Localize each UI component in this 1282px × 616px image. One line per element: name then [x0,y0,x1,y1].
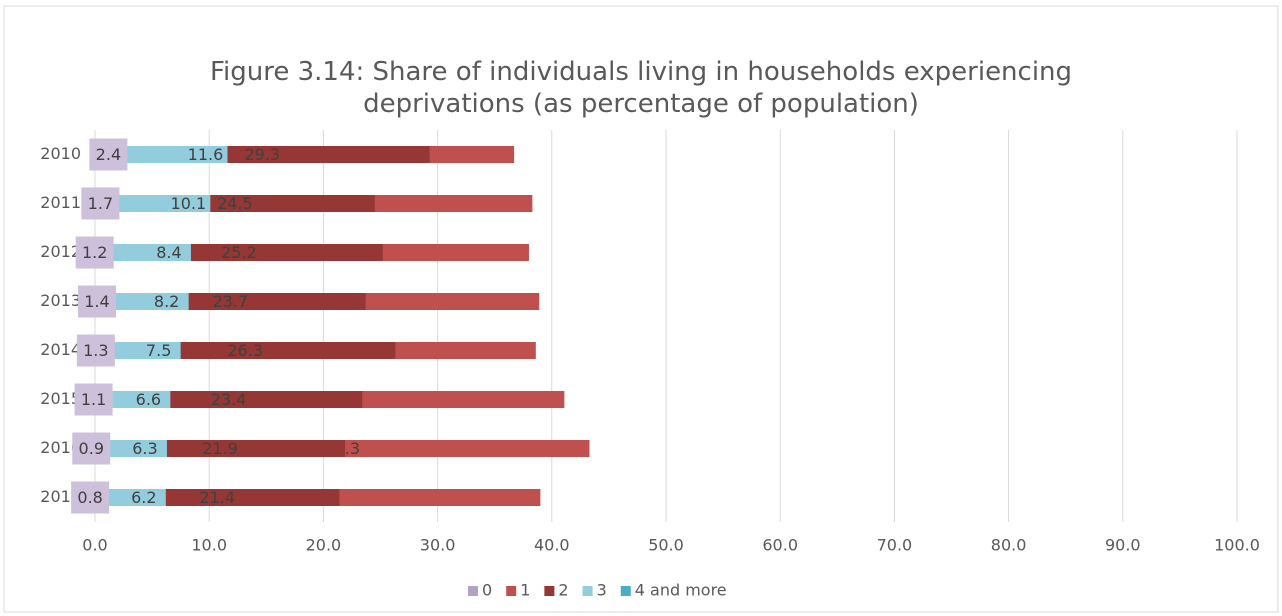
value-label: 6.2 [131,488,156,507]
y-tick-label: 2012 [40,242,81,261]
bar-segment [95,440,167,457]
legend-label: 1 [520,581,530,600]
y-tick-label: 2010 [40,144,81,163]
x-tick-label: 90.0 [1105,536,1141,555]
bar-segment [95,391,171,408]
value-label-box [77,285,116,318]
x-tick-label: 20.0 [306,536,342,555]
value-label: 10.1 [171,194,207,213]
x-tick-label: 10.0 [191,536,227,555]
bar-segment [95,342,181,359]
value-label: 21.4 [199,488,235,507]
value-label: 23.4 [211,390,247,409]
value-label-box [81,187,120,220]
value-label: 1.4 [84,292,109,311]
value-label: 11.6 [188,145,224,164]
x-tick-label: 70.0 [877,536,913,555]
value-label: 21.9 [202,439,238,458]
legend-swatch [468,586,478,596]
legend-label: 2 [558,581,568,600]
x-tick-label: 30.0 [420,536,456,555]
x-tick-label: 100.0 [1214,536,1260,555]
value-label-box [89,138,128,171]
legend-swatch [620,586,631,596]
x-tick-label: 0.0 [82,536,107,555]
x-tick-label: 40.0 [534,536,570,555]
value-label-box [72,432,111,465]
x-tick-label: 50.0 [648,536,684,555]
legend-label: 3 [597,581,607,600]
value-label: 24.5 [217,194,253,213]
value-label: 2.4 [96,145,121,164]
value-label: 0.9 [79,439,104,458]
value-label-box [76,334,115,367]
value-label: 26.3 [227,341,263,360]
value-label: 6.3 [132,439,157,458]
legend-label: 0 [482,581,492,600]
x-tick-label: 60.0 [762,536,798,555]
legend-label: 4 and more [635,581,727,600]
chart-border [3,5,1279,613]
value-label: 0.8 [77,488,102,507]
value-label-box [75,236,114,269]
value-label: 29.3 [244,145,280,164]
legend-swatch [506,586,517,596]
value-label: 6.6 [136,390,161,409]
bar-segment [95,293,189,310]
y-tick-label: 2015 [40,389,81,408]
y-tick-label: 2014 [40,340,81,359]
value-label: 25.2 [221,243,257,262]
bar-segment [95,146,228,163]
y-tick-label: 2013 [40,291,81,310]
bar-segment [95,244,191,261]
bar-segment [95,489,166,506]
y-tick-label: 2016 [40,438,81,457]
value-label: 1.2 [82,243,107,262]
legend-swatch [582,586,593,596]
value-label-box [71,481,110,514]
value-label: 23.7 [213,292,249,311]
value-label: 1.3 [83,341,108,360]
y-tick-label: 2011 [40,193,81,212]
value-label: 8.4 [156,243,181,262]
value-label: 7.5 [146,341,171,360]
x-tick-label: 80.0 [991,536,1027,555]
y-tick-label: 2017 [40,487,81,506]
value-label: 1.1 [81,390,106,409]
value-label: 8.2 [154,292,179,311]
value-label: 1.7 [88,194,113,213]
legend-swatch [544,586,555,596]
value-label-box [74,383,113,416]
chart-title: Figure 3.14: Share of individuals living… [209,57,1073,119]
bar-segment [95,195,211,212]
